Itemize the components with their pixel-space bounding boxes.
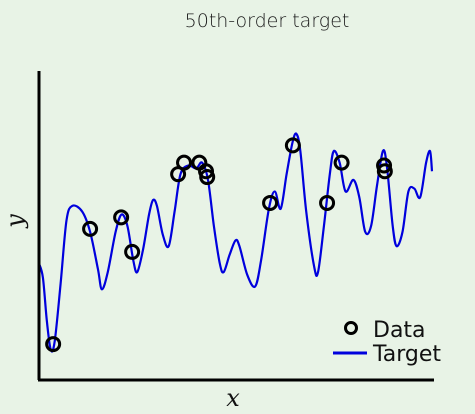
data-point-12 bbox=[333, 154, 350, 171]
data-point-0 bbox=[45, 336, 62, 353]
data-point-8 bbox=[199, 169, 216, 186]
legend-data-marker bbox=[344, 321, 358, 335]
plot-area bbox=[37, 132, 434, 353]
target-curve bbox=[37, 132, 434, 353]
data-point-2 bbox=[113, 209, 130, 226]
data-point-13 bbox=[376, 157, 393, 174]
legend-data-label: Data bbox=[373, 318, 426, 343]
data-point-11 bbox=[319, 194, 336, 211]
data-point-9 bbox=[262, 194, 279, 211]
legend-target-label: Target bbox=[372, 342, 441, 367]
legend: Data Target bbox=[333, 318, 441, 367]
chart-title: 50th-order target bbox=[185, 10, 350, 32]
data-point-3 bbox=[124, 243, 141, 260]
data-point-10 bbox=[284, 137, 301, 154]
x-axis-label: x bbox=[226, 384, 240, 412]
data-point-14 bbox=[376, 163, 393, 180]
y-axis-label: y bbox=[1, 214, 29, 229]
data-point-1 bbox=[82, 220, 99, 237]
data-point-5 bbox=[176, 154, 193, 171]
